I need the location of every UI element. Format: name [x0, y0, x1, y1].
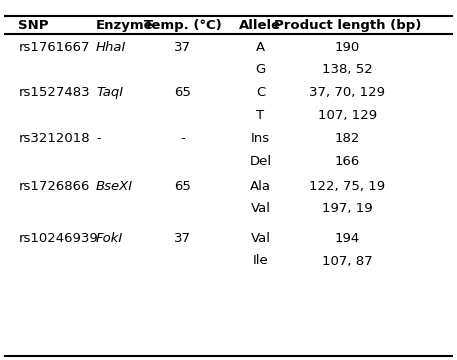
Text: Enzyme: Enzyme	[96, 19, 154, 32]
Text: 190: 190	[335, 41, 360, 54]
Text: T: T	[256, 109, 265, 122]
Text: Ile: Ile	[253, 255, 268, 267]
Text: Ins: Ins	[251, 132, 270, 145]
Text: 107, 129: 107, 129	[318, 109, 377, 122]
Text: Val: Val	[250, 232, 271, 245]
Text: Temp. (°C): Temp. (°C)	[144, 19, 222, 32]
Text: TaqI: TaqI	[96, 86, 123, 99]
Text: G: G	[255, 63, 266, 76]
Text: 182: 182	[335, 132, 360, 145]
Text: -: -	[181, 132, 185, 145]
Text: HhaI: HhaI	[96, 41, 126, 54]
Text: 107, 87: 107, 87	[322, 255, 372, 267]
Text: 65: 65	[175, 86, 191, 99]
Text: FokI: FokI	[96, 232, 123, 245]
Text: 37, 70, 129: 37, 70, 129	[309, 86, 385, 99]
Text: rs3212018: rs3212018	[18, 132, 90, 145]
Text: -: -	[96, 132, 101, 145]
Text: 65: 65	[175, 180, 191, 193]
Text: rs1726866: rs1726866	[18, 180, 90, 193]
Text: C: C	[256, 86, 265, 99]
Text: Product length (bp): Product length (bp)	[274, 19, 421, 32]
Text: Del: Del	[250, 155, 271, 168]
Text: 37: 37	[174, 41, 191, 54]
Text: SNP: SNP	[18, 19, 49, 32]
Text: Ala: Ala	[250, 180, 271, 193]
Text: Allele: Allele	[239, 19, 282, 32]
Text: 194: 194	[335, 232, 360, 245]
Text: 138, 52: 138, 52	[322, 63, 373, 76]
Text: BseXI: BseXI	[96, 180, 133, 193]
Text: rs10246939: rs10246939	[18, 232, 98, 245]
Text: 122, 75, 19: 122, 75, 19	[309, 180, 385, 193]
Text: A: A	[256, 41, 265, 54]
Text: 166: 166	[335, 155, 360, 168]
Text: rs1527483: rs1527483	[18, 86, 90, 99]
Text: 197, 19: 197, 19	[322, 202, 372, 215]
Text: rs1761667: rs1761667	[18, 41, 90, 54]
Text: Val: Val	[250, 202, 271, 215]
Text: 37: 37	[174, 232, 191, 245]
